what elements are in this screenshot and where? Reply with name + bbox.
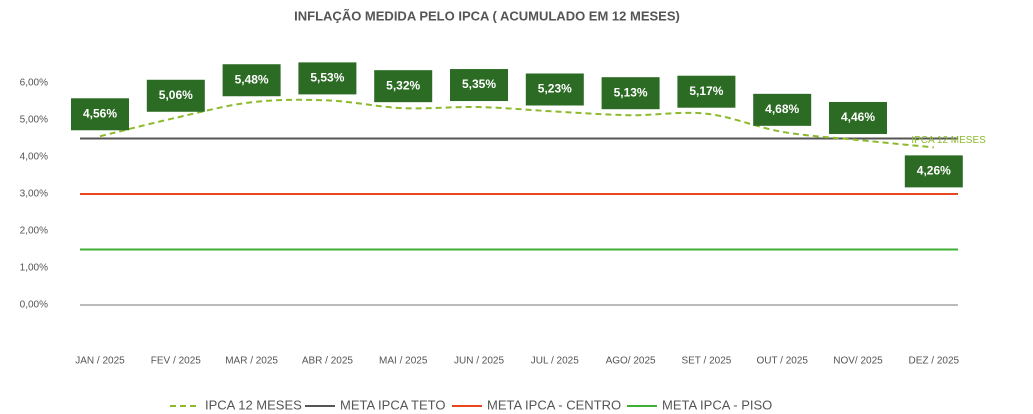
y-tick-label: 1,00% xyxy=(20,263,48,274)
data-label-box xyxy=(374,70,433,103)
data-label-box xyxy=(298,62,357,95)
x-tick-label: JUL / 2025 xyxy=(531,356,579,367)
x-tick-label: JUN / 2025 xyxy=(454,356,504,367)
data-label: 4,56% xyxy=(83,106,117,120)
data-label: 5,13% xyxy=(614,85,648,99)
data-label-box xyxy=(904,155,963,188)
y-tick-label: 3,00% xyxy=(20,189,48,200)
data-label-box xyxy=(222,64,281,97)
legend-label: META IPCA TETO xyxy=(340,397,445,412)
x-tick-label: AGO/ 2025 xyxy=(606,356,656,367)
data-label-box xyxy=(677,75,736,108)
data-label-box xyxy=(71,98,129,131)
y-tick-label: 2,00% xyxy=(20,226,48,237)
x-tick-label: ABR / 2025 xyxy=(302,356,354,367)
y-tick-label: 0,00% xyxy=(20,300,48,311)
data-label: 4,26% xyxy=(917,164,951,178)
x-tick-label: OUT / 2025 xyxy=(756,356,808,367)
series-annotation: IPCA 12 MESES xyxy=(911,135,986,146)
y-tick-label: 6,00% xyxy=(20,78,48,89)
x-tick-label: MAI / 2025 xyxy=(379,356,428,367)
data-label-box xyxy=(450,69,508,102)
data-label-box xyxy=(146,79,205,112)
data-label: 4,46% xyxy=(841,110,875,124)
x-tick-label: DEZ / 2025 xyxy=(909,356,960,367)
legend-label: META IPCA - CENTRO xyxy=(487,397,621,412)
data-label: 4,68% xyxy=(765,102,799,116)
series-line xyxy=(99,98,934,149)
chart-title: INFLAÇÃO MEDIDA PELO IPCA ( ACUMULADO EM… xyxy=(294,8,680,23)
x-tick-label: JAN / 2025 xyxy=(75,356,125,367)
x-tick-label: MAR / 2025 xyxy=(225,356,278,367)
x-tick-label: FEV / 2025 xyxy=(151,356,201,367)
x-tick-label: NOV/ 2025 xyxy=(833,356,883,367)
data-label: 5,53% xyxy=(310,71,344,85)
data-label: 5,48% xyxy=(235,72,269,86)
y-tick-label: 4,00% xyxy=(20,152,48,163)
data-label: 5,23% xyxy=(538,82,572,96)
data-label-box xyxy=(525,73,584,106)
data-label: 5,35% xyxy=(462,77,496,91)
legend-label: IPCA 12 MESES xyxy=(205,397,302,412)
x-tick-label: SET / 2025 xyxy=(681,356,731,367)
legend-label: META IPCA - PISO xyxy=(662,397,772,412)
data-label: 5,32% xyxy=(386,78,420,92)
data-label-box xyxy=(829,101,887,134)
data-label: 5,06% xyxy=(159,88,193,102)
data-label-box xyxy=(753,93,812,126)
y-tick-label: 5,00% xyxy=(20,115,48,126)
data-label: 5,17% xyxy=(689,84,723,98)
data-label-box xyxy=(601,77,660,110)
